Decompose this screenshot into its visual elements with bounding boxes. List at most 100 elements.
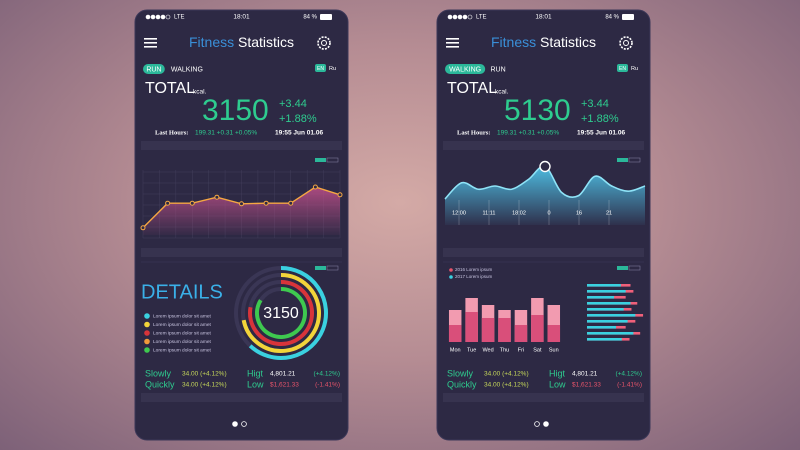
- total-value: 5130: [504, 94, 571, 127]
- legend-label: Lorem ipsum dolor sit amet: [153, 313, 212, 319]
- day-label: Thu: [500, 347, 509, 353]
- page-dot[interactable]: [241, 421, 247, 427]
- bar: [481, 318, 495, 342]
- menu-line: [144, 42, 157, 44]
- mini-toggle: [315, 158, 326, 162]
- hbar: [587, 296, 615, 299]
- wave-highlight: [539, 160, 551, 173]
- legend-label: Lorem ipsum dolor sit amet: [153, 330, 212, 336]
- hbar: [587, 290, 626, 293]
- hbar: [587, 314, 636, 317]
- hbar: [587, 338, 622, 341]
- legend-label: 2017 Lorem ipsum: [455, 274, 493, 279]
- lang-badge-text[interactable]: EN: [317, 66, 324, 72]
- line-point: [189, 200, 195, 206]
- total-unit: kcal.: [495, 89, 509, 96]
- battery-icon: [622, 14, 634, 20]
- battery: 84 %: [605, 15, 619, 21]
- hbar: [587, 308, 624, 311]
- settings-hub: [623, 40, 629, 46]
- signal-dot: [457, 14, 463, 20]
- tab-label[interactable]: WALKING: [171, 66, 203, 73]
- band: [141, 393, 342, 402]
- legend-dot: [144, 347, 150, 353]
- wave-label: 16: [576, 210, 582, 216]
- legend-label: Lorem ipsum dolor sit amet: [153, 347, 212, 353]
- line-point: [337, 192, 343, 198]
- lang-other[interactable]: Ru: [329, 66, 336, 72]
- band: [141, 141, 342, 150]
- total-percent: +1.88%: [581, 113, 619, 125]
- settings-icon: [317, 36, 331, 50]
- ring-arc: [241, 273, 321, 353]
- time: 18:01: [535, 14, 552, 21]
- stat-value: 34.00 (+4.12%): [484, 382, 529, 389]
- time: 18:01: [233, 14, 250, 21]
- bar: [547, 325, 561, 342]
- menu-line: [144, 46, 157, 48]
- tab-label[interactable]: RUN: [146, 66, 161, 73]
- total-value: 3150: [202, 94, 269, 127]
- stat-hl-change: (+4.12%): [615, 371, 642, 378]
- hbar: [587, 326, 616, 329]
- stat-hl-value: $1,621.33: [572, 382, 601, 389]
- app-title: Fitness Statistics: [189, 34, 294, 50]
- menu-line: [446, 46, 459, 48]
- tab-label[interactable]: RUN: [491, 66, 506, 73]
- bar: [531, 315, 544, 342]
- stat-hl-value: $1,621.33: [270, 382, 299, 389]
- signal-dot: [155, 14, 161, 20]
- lang-other[interactable]: Ru: [631, 66, 638, 72]
- stat-hl-label: Higt: [247, 368, 264, 378]
- lang-badge: [315, 64, 326, 72]
- wave-label: 18:02: [512, 210, 526, 216]
- signal-dot: [150, 14, 156, 20]
- stat-label: Slowly: [145, 368, 172, 378]
- total-delta: +3.44: [279, 98, 307, 110]
- stat-hl-change: (-1.41%): [315, 382, 340, 389]
- stat-hl-label: Higt: [549, 368, 566, 378]
- stat-hl-change: (+4.12%): [313, 371, 340, 378]
- settings-icon: [619, 36, 633, 50]
- tab-pill: [143, 64, 165, 74]
- legend-dot: [144, 313, 150, 319]
- line-point: [165, 200, 171, 206]
- last-hours-date: 19:55 Jun 01.06: [577, 130, 625, 137]
- wave-area: [445, 166, 645, 225]
- signal-dot: [452, 14, 458, 20]
- tab-label[interactable]: WALKING: [449, 66, 481, 73]
- line-point: [214, 194, 220, 200]
- legend-label: 2016 Lorem ipsum: [455, 267, 493, 272]
- stat-hl-change: (-1.41%): [617, 382, 642, 389]
- app-title: Fitness Statistics: [491, 34, 596, 50]
- legend-label: Lorem ipsum dolor sit amet: [153, 322, 212, 328]
- line-point: [312, 184, 318, 190]
- line-point: [140, 225, 146, 231]
- total-label: TOTAL: [145, 80, 195, 97]
- mini-toggle: [617, 158, 628, 162]
- phone-screen: LTE 18:01 84 % Fitness Statistics WALKING RUN…: [436, 9, 651, 441]
- ring-arc: [248, 280, 314, 346]
- phone-screen: LTE 18:01 84 % Fitness Statistics RUN WALKING…: [134, 9, 349, 441]
- stat-value: 34.00 (+4.12%): [484, 371, 529, 378]
- mini-toggle: [326, 265, 339, 271]
- stat-label: Quickly: [447, 379, 477, 389]
- stat-label: Slowly: [447, 368, 474, 378]
- battery-icon: [320, 14, 332, 20]
- title-main: Statistics: [540, 34, 596, 50]
- page-dot[interactable]: [534, 421, 540, 427]
- stat-label: Quickly: [145, 379, 175, 389]
- legend-dot: [144, 330, 150, 336]
- total-delta: +3.44: [581, 98, 609, 110]
- mini-toggle: [617, 266, 628, 270]
- page-dot[interactable]: [543, 421, 549, 427]
- page-dot[interactable]: [232, 421, 238, 427]
- bar: [465, 312, 478, 342]
- lang-badge-text[interactable]: EN: [619, 66, 626, 72]
- hbar: [587, 302, 631, 305]
- legend-label: Lorem ipsum dolor sit amet: [153, 339, 212, 345]
- hbar: [587, 320, 628, 323]
- band: [141, 248, 342, 257]
- line-point: [263, 200, 269, 206]
